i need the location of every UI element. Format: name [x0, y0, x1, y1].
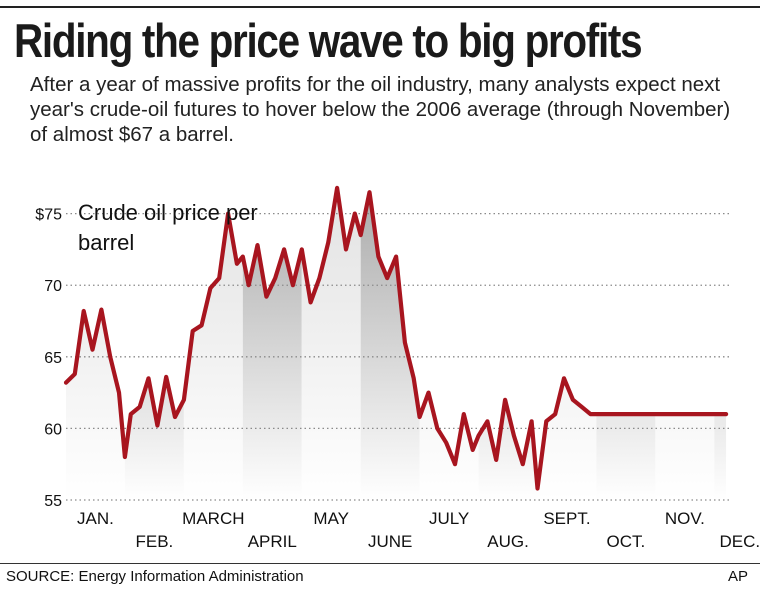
- month-label-april: APRIL: [248, 532, 297, 551]
- month-label-nov: NOV.: [665, 509, 705, 528]
- gridlines: [66, 212, 732, 501]
- series-label: Crude oil price per barrel: [78, 200, 258, 255]
- price-line: [63, 185, 729, 491]
- month-label-july: JULY: [429, 509, 469, 528]
- y-tick-label: 65: [44, 350, 62, 367]
- month-label-may: MAY: [313, 509, 349, 528]
- month-label-june: JUNE: [368, 532, 412, 551]
- y-tick-label: 55: [44, 493, 62, 510]
- chart-title: Riding the price wave to big profits: [14, 14, 643, 67]
- y-tick-label: 60: [44, 421, 62, 438]
- month-band-nov: [655, 414, 715, 500]
- y-tick-label: $75: [35, 207, 62, 224]
- month-label-oct: OCT.: [607, 532, 646, 551]
- month-band-aug: [478, 399, 538, 500]
- month-label-aug: AUG.: [487, 532, 529, 551]
- month-label-dec: DEC.: [719, 532, 760, 551]
- y-axis-labels: $75 70 65 60 55: [35, 207, 62, 510]
- month-band-april: [242, 245, 302, 500]
- y-tick-label: 70: [44, 278, 62, 295]
- chart-subtitle: After a year of massive profits for the …: [30, 73, 731, 146]
- month-band-june: [360, 192, 420, 500]
- footer-rule: [0, 563, 760, 564]
- source-note: SOURCE: Energy Information Administratio…: [6, 568, 304, 585]
- month-band-oct: [596, 414, 656, 500]
- top-rule: [0, 6, 760, 8]
- month-label-march: MARCH: [182, 509, 244, 528]
- month-band-may: [301, 187, 361, 500]
- month-label-feb: FEB.: [136, 532, 174, 551]
- month-label-jan: JAN.: [77, 509, 114, 528]
- credit: AP: [727, 568, 748, 585]
- month-label-sept: SEPT.: [543, 509, 590, 528]
- month-band-dec: [714, 414, 727, 500]
